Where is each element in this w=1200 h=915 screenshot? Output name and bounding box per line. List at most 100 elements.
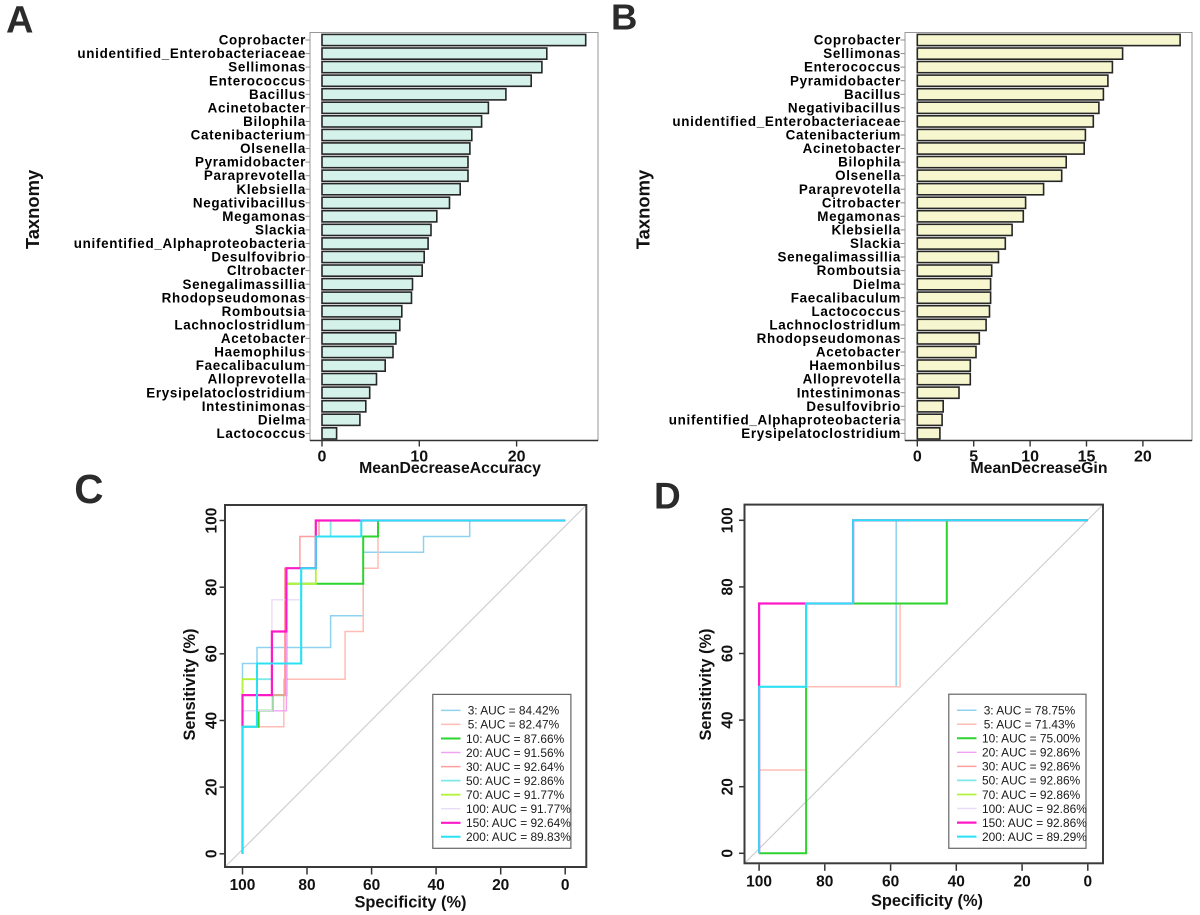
svg-text:Cltrobacter: Cltrobacter	[227, 263, 306, 278]
svg-text:Specificity (%): Specificity (%)	[354, 894, 466, 912]
svg-text:Slackia: Slackia	[255, 223, 306, 238]
svg-text:70: AUC = 92.86%: 70: AUC = 92.86%	[982, 788, 1081, 802]
svg-text:Acinetobacter: Acinetobacter	[208, 100, 306, 115]
svg-text:Enterococcus: Enterococcus	[804, 60, 901, 75]
svg-text:50: AUC = 92.86%: 50: AUC = 92.86%	[982, 774, 1081, 788]
svg-text:Olsenella: Olsenella	[835, 168, 901, 183]
svg-text:60: 60	[363, 877, 380, 894]
svg-text:Faecalibaculum: Faecalibaculum	[196, 358, 306, 373]
svg-text:A: A	[6, 0, 33, 42]
svg-text:Erysipelatoclostridium: Erysipelatoclostridium	[146, 385, 306, 400]
svg-text:Senegalimassillia: Senegalimassillia	[777, 250, 901, 265]
svg-text:100: 100	[719, 507, 736, 533]
svg-text:unifentified_Alphaproteobacter: unifentified_Alphaproteobacteria	[74, 236, 306, 251]
svg-text:Faecalibaculum: Faecalibaculum	[791, 290, 901, 305]
svg-text:Coprobacter: Coprobacter	[219, 33, 306, 48]
svg-text:Sensitivity (%): Sensitivity (%)	[697, 628, 715, 740]
svg-text:Paraprevotella: Paraprevotella	[799, 182, 901, 197]
svg-text:Rhodopseudomonas: Rhodopseudomonas	[162, 290, 306, 305]
svg-text:10: 10	[1021, 449, 1039, 466]
svg-text:unifentified_Alphaproteobacter: unifentified_Alphaproteobacteria	[669, 412, 901, 427]
svg-text:Olsenella: Olsenella	[240, 141, 306, 156]
svg-text:Pyramidobacter: Pyramidobacter	[195, 155, 306, 170]
svg-text:Sellimonas: Sellimonas	[823, 46, 901, 61]
svg-text:Lactococcus: Lactococcus	[811, 304, 901, 319]
svg-text:Klebsiella: Klebsiella	[831, 223, 901, 238]
svg-text:5: AUC = 71.43%: 5: AUC = 71.43%	[984, 718, 1076, 732]
svg-text:40: 40	[719, 711, 736, 728]
svg-text:MeanDecreaseAccuracy: MeanDecreaseAccuracy	[359, 460, 541, 477]
svg-text:20: 20	[203, 778, 220, 795]
svg-text:Bacillus: Bacillus	[249, 87, 306, 102]
svg-text:80: 80	[203, 579, 220, 596]
svg-text:Haemophilus: Haemophilus	[214, 345, 306, 360]
svg-text:0: 0	[318, 449, 327, 466]
svg-text:10: 10	[410, 449, 428, 466]
svg-text:Acetobacter: Acetobacter	[221, 331, 306, 346]
svg-text:Sensitivity (%): Sensitivity (%)	[181, 628, 199, 740]
svg-text:200: AUC = 89.83%: 200: AUC = 89.83%	[466, 830, 571, 844]
svg-text:MeanDecreaseGin: MeanDecreaseGin	[971, 460, 1108, 477]
svg-text:Romboutsia: Romboutsia	[222, 304, 306, 319]
svg-text:Paraprevotella: Paraprevotella	[204, 168, 306, 183]
svg-text:unidentified_Enterobacteriacea: unidentified_Enterobacteriaceae	[77, 46, 306, 61]
svg-text:80: 80	[719, 578, 736, 595]
svg-text:Catenibacterium: Catenibacterium	[191, 128, 306, 143]
svg-text:C: C	[74, 466, 103, 512]
svg-text:150: AUC = 92.86%: 150: AUC = 92.86%	[982, 816, 1087, 830]
svg-text:150: AUC = 92.64%: 150: AUC = 92.64%	[466, 816, 571, 830]
svg-text:Specificity (%): Specificity (%)	[871, 892, 983, 910]
svg-text:50: AUC = 92.86%: 50: AUC = 92.86%	[466, 774, 565, 788]
svg-text:20: 20	[1134, 449, 1152, 466]
svg-text:3: AUC = 84.42%: 3: AUC = 84.42%	[468, 704, 560, 718]
svg-text:60: 60	[203, 645, 220, 662]
svg-text:0: 0	[719, 849, 736, 858]
svg-text:Lactococcus: Lactococcus	[216, 426, 306, 441]
svg-text:Taxnomy: Taxnomy	[632, 169, 653, 249]
svg-text:80: 80	[816, 873, 833, 890]
svg-text:60: 60	[882, 873, 899, 890]
svg-text:Alloprevotella: Alloprevotella	[208, 372, 306, 387]
svg-text:Intestinimonas: Intestinimonas	[797, 385, 901, 400]
svg-text:70: AUC = 91.77%: 70: AUC = 91.77%	[466, 788, 565, 802]
svg-text:Desulfovibrio: Desulfovibrio	[211, 250, 306, 265]
svg-text:10: AUC = 87.66%: 10: AUC = 87.66%	[466, 732, 565, 746]
svg-text:Lachnoclostridlum: Lachnoclostridlum	[174, 318, 306, 333]
svg-text:200: AUC = 89.29%: 200: AUC = 89.29%	[982, 830, 1087, 844]
svg-text:100: AUC = 91.77%: 100: AUC = 91.77%	[466, 802, 571, 816]
svg-text:20: 20	[508, 449, 526, 466]
svg-text:Taxnomy: Taxnomy	[22, 169, 43, 249]
svg-text:10: AUC = 75.00%: 10: AUC = 75.00%	[982, 732, 1081, 746]
svg-text:Acinetobacter: Acinetobacter	[803, 141, 901, 156]
svg-text:B: B	[611, 0, 637, 37]
svg-text:100: 100	[746, 873, 772, 890]
svg-text:Rhodopseudomonas: Rhodopseudomonas	[757, 331, 901, 346]
svg-text:Dielma: Dielma	[258, 412, 306, 427]
svg-text:Dielma: Dielma	[853, 277, 901, 292]
svg-text:20: 20	[719, 778, 736, 795]
svg-text:Acetobacter: Acetobacter	[816, 345, 901, 360]
svg-text:unidentified_Enterobacteriacea: unidentified_Enterobacteriaceae	[672, 114, 901, 129]
svg-text:20: AUC = 91.56%: 20: AUC = 91.56%	[466, 746, 565, 760]
svg-text:Enterococcus: Enterococcus	[209, 73, 306, 88]
svg-text:0: 0	[561, 877, 570, 894]
svg-text:5: AUC = 82.47%: 5: AUC = 82.47%	[468, 718, 560, 732]
svg-text:Sellimonas: Sellimonas	[228, 60, 306, 75]
svg-text:0: 0	[913, 449, 922, 466]
svg-text:Senegalimassillia: Senegalimassillia	[182, 277, 306, 292]
svg-text:30: AUC = 92.86%: 30: AUC = 92.86%	[982, 760, 1081, 774]
svg-text:Lachnoclostridlum: Lachnoclostridlum	[769, 318, 901, 333]
svg-text:Bilophila: Bilophila	[838, 155, 901, 170]
svg-text:Negativibacillus: Negativibacillus	[788, 100, 901, 115]
svg-text:20: 20	[492, 877, 509, 894]
svg-text:Negativibacillus: Negativibacillus	[193, 195, 306, 210]
svg-text:Desulfovibrio: Desulfovibrio	[806, 399, 901, 414]
svg-text:0: 0	[1083, 873, 1092, 890]
svg-text:Megamonas: Megamonas	[817, 209, 901, 224]
svg-text:Erysipelatoclostridium: Erysipelatoclostridium	[741, 426, 901, 441]
svg-text:40: 40	[948, 873, 965, 890]
svg-text:Megamonas: Megamonas	[222, 209, 306, 224]
svg-text:15: 15	[1078, 449, 1096, 466]
svg-text:100: AUC = 92.86%: 100: AUC = 92.86%	[982, 802, 1087, 816]
svg-text:Citrobacter: Citrobacter	[822, 195, 901, 210]
